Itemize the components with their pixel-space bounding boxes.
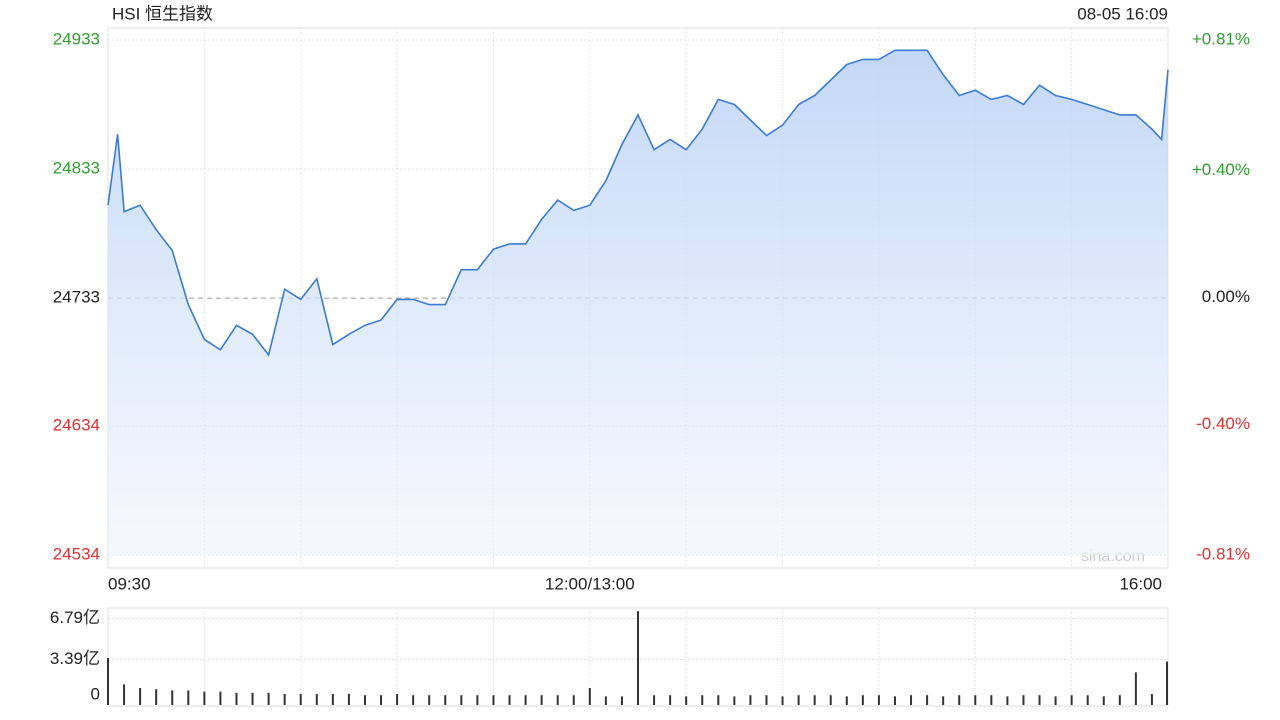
volume-bar — [396, 694, 399, 705]
volume-bar — [283, 694, 286, 705]
volume-bar — [974, 695, 977, 705]
volume-bar — [604, 696, 607, 705]
y-tick-label: 24933 — [53, 29, 100, 48]
volume-bar — [219, 691, 222, 705]
volume-bar — [620, 696, 623, 705]
y2-tick-label: -0.40% — [1196, 414, 1250, 433]
volume-bar — [508, 695, 511, 705]
volume-bar — [893, 696, 896, 705]
volume-bar — [556, 695, 559, 705]
volume-bar — [251, 692, 254, 705]
volume-bar — [572, 695, 575, 705]
volume-bar — [813, 695, 816, 705]
volume-bar — [331, 694, 334, 705]
volume-bar — [299, 694, 302, 705]
volume-bar — [990, 695, 993, 705]
volume-bar — [958, 695, 961, 705]
volume-bar — [155, 689, 158, 705]
volume-bar — [540, 695, 543, 705]
volume-bar — [492, 695, 495, 705]
volume-bar — [267, 692, 270, 705]
volume-bar — [139, 688, 142, 705]
vol-tick-label: 0 — [91, 684, 100, 703]
volume-bar — [235, 692, 238, 705]
volume-bar — [926, 695, 929, 705]
timestamp: 08-05 16:09 — [1077, 4, 1168, 23]
volume-bar — [1054, 696, 1057, 705]
volume-bar — [861, 695, 864, 705]
vol-tick-label: 6.79亿 — [50, 608, 100, 627]
volume-bar — [203, 691, 206, 705]
x-tick-label: 16:00 — [1119, 574, 1162, 593]
volume-bar — [588, 688, 591, 705]
volume-bar — [347, 694, 350, 705]
volume-bar — [733, 696, 736, 705]
vol-tick-label: 3.39亿 — [50, 649, 100, 668]
volume-bar — [910, 695, 913, 705]
volume-bar — [1166, 661, 1168, 705]
volume-bar — [428, 695, 431, 705]
y2-tick-label: 0.00% — [1202, 287, 1250, 306]
volume-bar — [877, 695, 880, 705]
price-line — [107, 49, 1169, 357]
volume-bar — [363, 695, 366, 705]
volume-bar — [1102, 696, 1105, 705]
volume-bar — [685, 696, 688, 705]
volume-bar — [637, 611, 639, 705]
volume-bar — [942, 696, 945, 705]
volume-bar — [1134, 672, 1137, 705]
volume-bar — [1038, 695, 1041, 705]
volume-bar — [1150, 694, 1153, 705]
volume-bar — [717, 695, 720, 705]
y-tick-label: 24634 — [53, 415, 100, 434]
volume-bar — [123, 684, 126, 705]
volume-bar — [765, 695, 768, 705]
volume-bar — [845, 696, 848, 705]
volume-bar — [1118, 695, 1121, 705]
volume-bar — [380, 695, 383, 705]
y2-tick-label: +0.81% — [1192, 29, 1250, 48]
area — [108, 50, 1168, 556]
y2-tick-label: +0.40% — [1192, 160, 1250, 179]
volume-bar — [653, 695, 656, 705]
y-tick-label: 24733 — [53, 288, 100, 307]
volume-bar — [781, 696, 784, 705]
y2-tick-label: -0.81% — [1196, 544, 1250, 563]
volume-bar — [1070, 695, 1073, 705]
volume-bar — [669, 695, 672, 705]
volume-bar — [829, 695, 832, 705]
x-tick-label: 12:00/13:00 — [545, 574, 635, 593]
volume-bar — [315, 694, 318, 705]
volume-bar — [107, 658, 109, 705]
y-tick-label: 24833 — [53, 159, 100, 178]
volume-bar — [171, 690, 174, 705]
volume-bar — [1086, 695, 1089, 705]
volume-bar — [187, 690, 190, 705]
volume-bar — [749, 695, 752, 705]
x-tick-label: 09:30 — [108, 574, 151, 593]
volume-bar — [1006, 696, 1009, 705]
volume-bar — [444, 695, 447, 705]
volume-bar — [412, 695, 415, 705]
volume-bar — [476, 695, 479, 705]
y-tick-label: 24534 — [53, 544, 100, 563]
chart-title: HSI 恒生指数 — [112, 4, 213, 23]
volume-bar — [460, 695, 463, 705]
volume-bar — [524, 695, 527, 705]
volume-bar — [1022, 695, 1025, 705]
volume-bar — [701, 695, 704, 705]
volume-bar — [797, 695, 800, 705]
